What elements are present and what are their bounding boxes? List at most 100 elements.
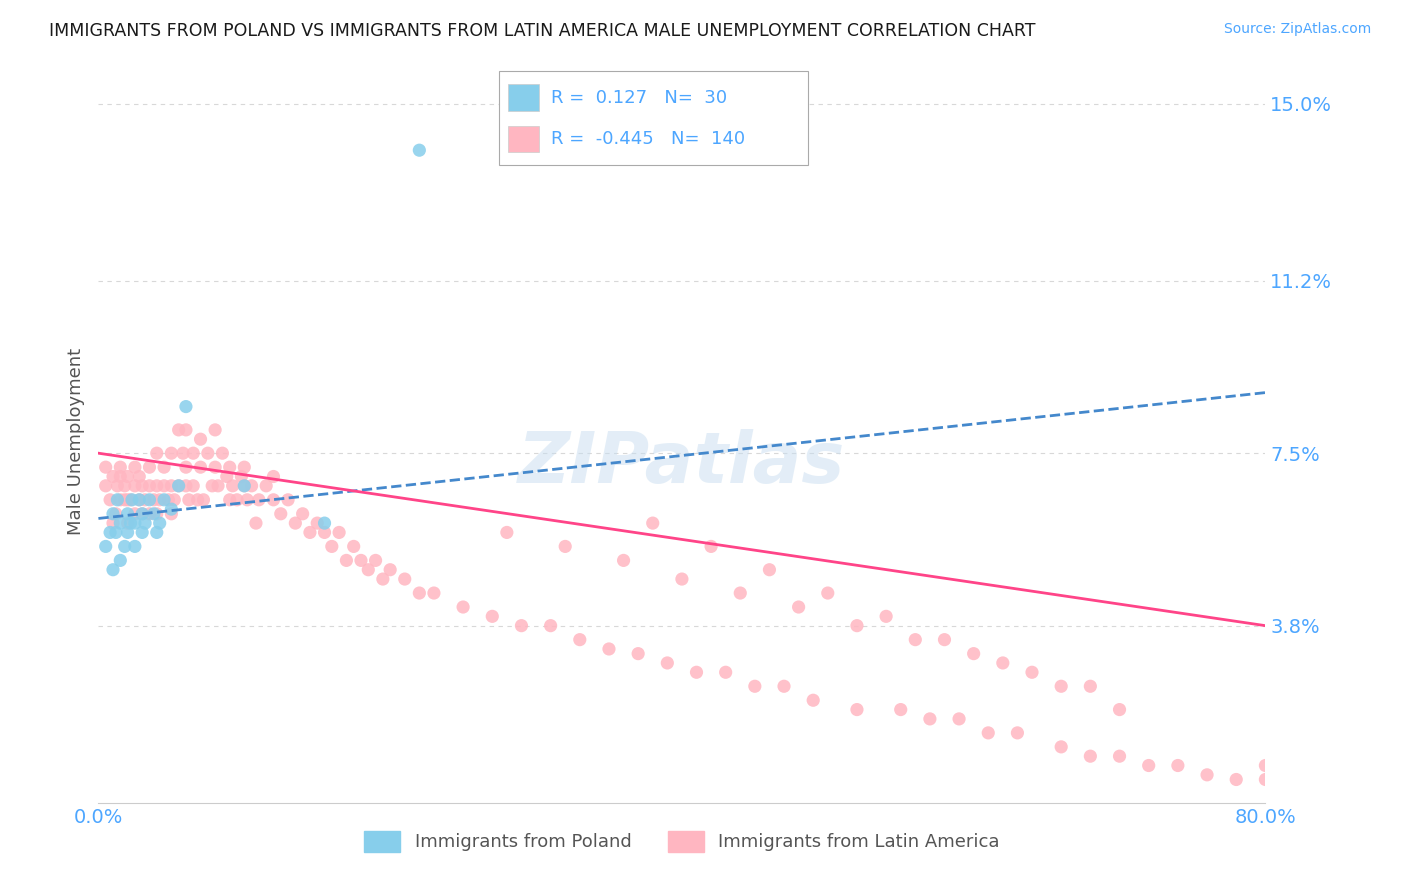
Point xyxy=(221,479,243,493)
Point xyxy=(1108,702,1130,716)
Point xyxy=(364,553,387,567)
Point xyxy=(190,460,212,475)
Point xyxy=(181,446,204,460)
Point xyxy=(94,540,117,554)
Point xyxy=(174,460,197,475)
Point xyxy=(131,507,153,521)
Point xyxy=(160,507,183,521)
Point xyxy=(146,446,169,460)
Point xyxy=(1007,726,1029,740)
Point xyxy=(314,516,336,530)
Point xyxy=(730,586,752,600)
Point xyxy=(94,460,117,475)
Point xyxy=(371,572,394,586)
Point xyxy=(801,693,824,707)
Point xyxy=(174,423,197,437)
Point xyxy=(540,618,562,632)
Point xyxy=(114,540,136,554)
Text: Source: ZipAtlas.com: Source: ZipAtlas.com xyxy=(1223,22,1371,37)
Point xyxy=(131,507,153,521)
Point xyxy=(335,553,357,567)
Point xyxy=(350,553,373,567)
Point xyxy=(181,479,204,493)
Point xyxy=(124,507,146,521)
Point xyxy=(1108,749,1130,764)
Point xyxy=(408,143,430,157)
Point xyxy=(236,492,259,507)
Point xyxy=(307,516,329,530)
Point xyxy=(104,507,127,521)
Point xyxy=(167,479,190,493)
Point xyxy=(94,479,117,493)
Point xyxy=(124,540,146,554)
Point xyxy=(98,525,121,540)
Y-axis label: Male Unemployment: Male Unemployment xyxy=(66,348,84,535)
Point xyxy=(627,647,650,661)
Point xyxy=(641,516,664,530)
Point xyxy=(598,642,620,657)
Point xyxy=(98,492,121,507)
Point xyxy=(846,618,869,632)
Point xyxy=(146,479,169,493)
Text: R =  0.127   N=  30: R = 0.127 N= 30 xyxy=(551,88,727,106)
Point xyxy=(104,525,127,540)
Point xyxy=(153,479,176,493)
Point xyxy=(124,479,146,493)
Point xyxy=(554,540,576,554)
Point xyxy=(142,492,165,507)
Point xyxy=(787,600,810,615)
Point xyxy=(714,665,737,680)
Point xyxy=(918,712,941,726)
Point xyxy=(117,492,139,507)
Point xyxy=(153,460,176,475)
Point xyxy=(172,446,194,460)
Point xyxy=(160,446,183,460)
Point xyxy=(451,600,474,615)
Point xyxy=(138,492,160,507)
Point xyxy=(962,647,984,661)
Text: R =  -0.445   N=  140: R = -0.445 N= 140 xyxy=(551,130,745,148)
Point xyxy=(163,492,186,507)
Point xyxy=(314,525,336,540)
Point xyxy=(131,525,153,540)
Point xyxy=(138,460,160,475)
Point xyxy=(423,586,446,600)
Point xyxy=(101,516,124,530)
Point xyxy=(204,423,226,437)
Point xyxy=(904,632,927,647)
Point xyxy=(1050,739,1073,754)
Point xyxy=(612,553,634,567)
Point xyxy=(160,502,183,516)
Point xyxy=(1080,679,1102,693)
Point xyxy=(773,679,796,693)
Point xyxy=(254,479,277,493)
Point xyxy=(875,609,897,624)
Point xyxy=(117,469,139,483)
Point xyxy=(671,572,693,586)
Point xyxy=(380,563,402,577)
Point xyxy=(117,516,139,530)
Point xyxy=(233,460,256,475)
Point xyxy=(215,469,238,483)
Point xyxy=(298,525,321,540)
Point xyxy=(105,492,128,507)
Point xyxy=(568,632,591,647)
Point xyxy=(134,492,156,507)
Point xyxy=(174,400,197,414)
Point xyxy=(700,540,723,554)
Point xyxy=(197,446,219,460)
Point xyxy=(128,492,150,507)
Point xyxy=(187,492,209,507)
Point xyxy=(138,479,160,493)
Point xyxy=(160,479,183,493)
Point xyxy=(157,492,180,507)
Point xyxy=(1167,758,1189,772)
Point xyxy=(207,479,229,493)
Point xyxy=(328,525,350,540)
Point xyxy=(1254,772,1277,787)
Point xyxy=(149,516,172,530)
Point xyxy=(481,609,503,624)
Point xyxy=(245,516,267,530)
Point xyxy=(240,479,263,493)
Text: ZIPatlas: ZIPatlas xyxy=(519,429,845,498)
